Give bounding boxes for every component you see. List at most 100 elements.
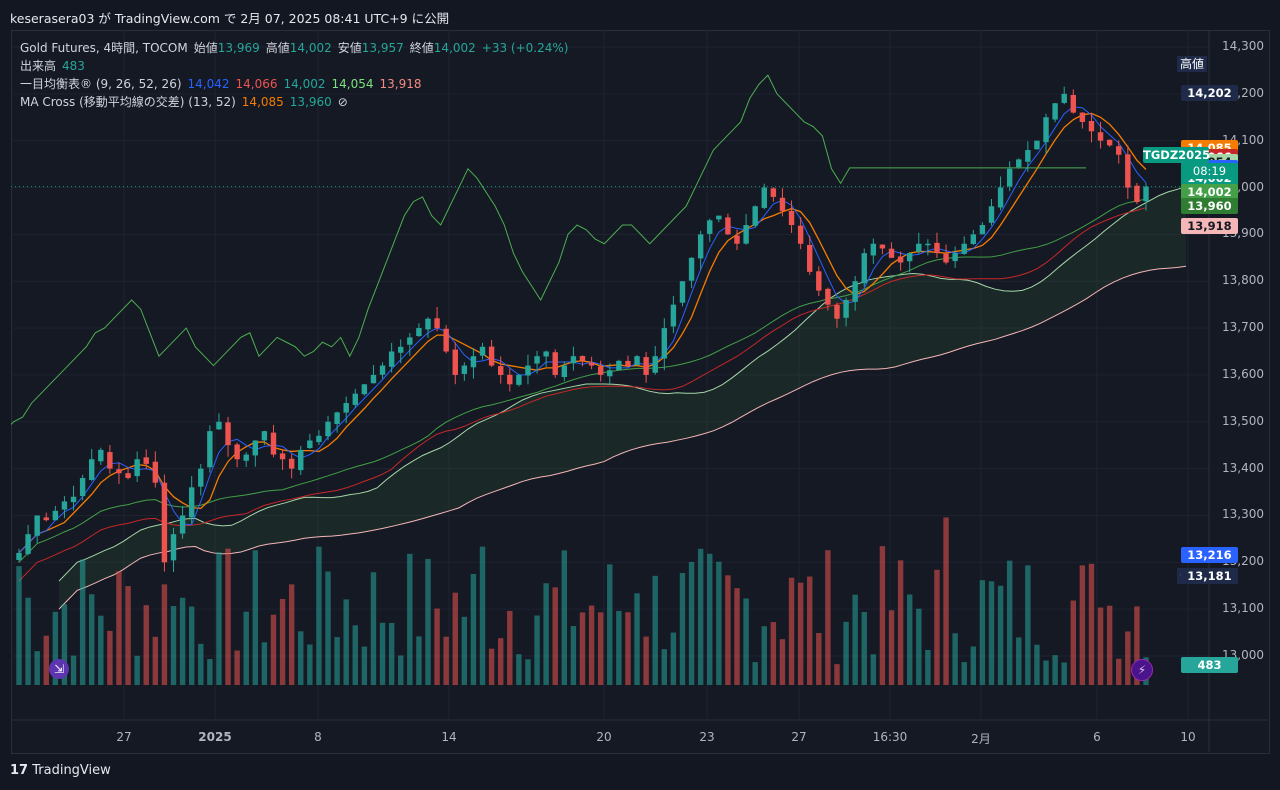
volume-bar	[707, 553, 713, 685]
legend-low: 13,957	[361, 41, 404, 55]
legend-volume[interactable]: 出来高 483	[20, 57, 91, 74]
volume-bar	[16, 566, 22, 685]
legend-ichimoku[interactable]: 一目均衡表® (9, 26, 52, 26) 14,042 14,066 14,002…	[20, 75, 428, 92]
candle-body	[125, 473, 131, 478]
candle-body	[425, 318, 431, 330]
volume-bar	[361, 646, 368, 685]
volume-bar	[788, 577, 795, 685]
volume-bar	[216, 552, 222, 685]
candle-body	[607, 370, 613, 377]
price-box: 13,918	[1181, 217, 1238, 234]
volume-bar	[461, 616, 468, 685]
volume-bar	[770, 622, 777, 685]
volume-bar	[652, 575, 658, 685]
candle-body	[1016, 159, 1022, 168]
volume-bar	[752, 662, 758, 685]
time-tick: 20	[596, 730, 612, 744]
candle-body	[716, 215, 722, 220]
volume-bar	[452, 592, 458, 685]
candle-body	[416, 328, 422, 337]
volume-bar	[543, 583, 549, 685]
ichimoku-label: 一目均衡表® (9, 26, 52, 26)	[20, 77, 182, 91]
volume-bar	[488, 648, 495, 685]
candle-body	[497, 366, 504, 375]
symbol-tag: TGDZ2025	[1143, 147, 1211, 163]
candle-body	[679, 281, 686, 303]
lightning-icon[interactable]: ⚡	[1131, 659, 1153, 681]
candle-body	[943, 253, 949, 263]
volume-bar	[1088, 563, 1095, 685]
candle-body	[388, 351, 395, 367]
candle-body	[179, 515, 186, 534]
volume-bar	[916, 608, 922, 685]
volume-bar	[561, 550, 568, 685]
candle-body	[370, 374, 377, 384]
hidden-eye-icon[interactable]: ⊘	[337, 95, 348, 109]
candle-body	[870, 243, 877, 256]
legend-symbol[interactable]: Gold Futures, 4時間, TOCOM	[20, 41, 188, 55]
tradingview-logo[interactable]: 17 TradingView	[10, 763, 111, 778]
candle-body	[543, 351, 549, 357]
volume-bar	[325, 571, 331, 685]
volume-bar	[525, 659, 531, 685]
volume-bar	[288, 584, 295, 685]
candle-body	[1025, 150, 1031, 162]
price-tick: 13,500	[1222, 413, 1264, 428]
candle-body	[52, 510, 59, 521]
volume-bar	[570, 626, 577, 685]
volume-bar	[607, 564, 613, 685]
volume-bar	[370, 572, 377, 685]
volume-bar	[888, 610, 895, 685]
candle-body	[752, 206, 758, 226]
volume-bar	[1125, 631, 1131, 685]
volume-bar	[1070, 600, 1076, 685]
volume-bar	[343, 599, 349, 685]
volume-bar	[425, 558, 431, 685]
volume-bar	[134, 655, 140, 685]
candle-body	[61, 501, 68, 510]
candle-body	[1079, 112, 1086, 122]
volume-bar	[897, 560, 904, 685]
candle-body	[625, 360, 631, 366]
candle-body	[843, 299, 849, 318]
candle-body	[361, 384, 368, 395]
volume-bar	[670, 632, 677, 685]
candle-body	[670, 304, 677, 327]
tv-logo-icon: 17	[10, 763, 29, 778]
candle-body	[643, 357, 649, 375]
volume-bar	[252, 550, 259, 685]
candle-body	[488, 346, 495, 366]
candle-body	[925, 243, 931, 246]
volume-bar	[988, 581, 995, 685]
volume-bar	[270, 614, 277, 685]
candle-body	[98, 449, 104, 462]
volume-bar	[743, 598, 749, 685]
volume-bar	[761, 626, 767, 685]
volume-bar	[1116, 658, 1122, 685]
legend-low-label: 安値	[337, 41, 362, 55]
goto-realtime-icon[interactable]: ⇲	[49, 659, 69, 679]
candle-body	[470, 356, 477, 368]
volume-bar	[225, 548, 231, 685]
candle-body	[452, 349, 458, 375]
candle-body	[788, 210, 795, 226]
brand-name: TradingView	[32, 763, 111, 778]
price-chart[interactable]	[11, 30, 1268, 752]
candle-body	[888, 248, 895, 258]
volume-bar	[870, 654, 877, 685]
legend-ma-cross[interactable]: MA Cross (移動平均線の交差) (13, 52) 14,085 13,960…	[20, 93, 354, 110]
volume-bar	[825, 550, 831, 685]
price-tick: 13,400	[1222, 460, 1264, 475]
candle-body	[970, 234, 977, 245]
countdown: 08:19	[1181, 163, 1238, 179]
volume-bar	[198, 643, 204, 685]
volume-bar	[507, 610, 513, 685]
volume-bar	[1052, 655, 1058, 685]
candle-body	[316, 435, 322, 443]
volume-bar	[125, 586, 131, 685]
candle-body	[570, 356, 577, 364]
volume-bar	[861, 612, 867, 685]
candle-body	[734, 235, 740, 244]
volume-bar	[379, 622, 386, 685]
candle-body	[661, 328, 668, 359]
